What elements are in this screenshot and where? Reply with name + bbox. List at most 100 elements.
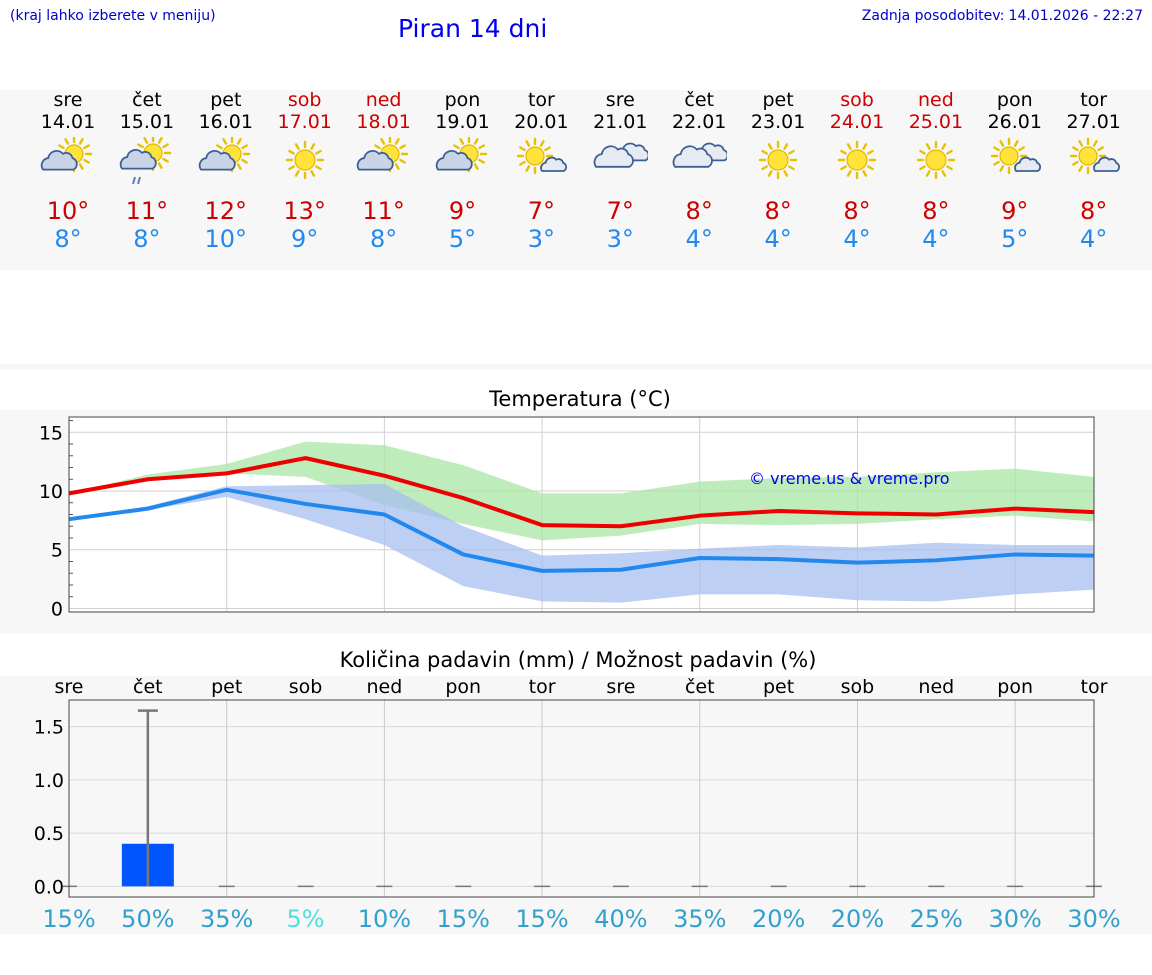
cloud-shape bbox=[540, 156, 568, 172]
sun-ray bbox=[309, 170, 315, 177]
sun-ray bbox=[999, 165, 1004, 172]
sun-ray bbox=[157, 137, 163, 144]
cloud-shape bbox=[672, 145, 714, 168]
day-date: 21.01 bbox=[593, 111, 648, 133]
sun-ray bbox=[867, 149, 874, 155]
temp-min: 8° bbox=[133, 225, 161, 253]
sun-ray bbox=[314, 165, 322, 171]
precip-probability: 15% bbox=[42, 905, 95, 933]
sun-disc bbox=[767, 149, 789, 171]
sun-ray bbox=[941, 170, 947, 177]
day-name: sob bbox=[840, 89, 874, 111]
sun-ray bbox=[999, 140, 1004, 147]
day-label: čet bbox=[133, 676, 163, 698]
day-date: 22.01 bbox=[671, 111, 727, 133]
min-range-band bbox=[69, 483, 1094, 603]
precip-probability: 10% bbox=[358, 905, 411, 933]
temp-min: 4° bbox=[1080, 225, 1108, 253]
temp-min: 8° bbox=[369, 225, 398, 253]
sun-ray bbox=[540, 140, 546, 147]
max-temp-line bbox=[68, 456, 1095, 529]
sun-ray bbox=[1071, 146, 1079, 152]
day-date: 14.01 bbox=[40, 111, 96, 133]
sun-ray bbox=[1077, 165, 1083, 172]
sun-cloud-icon bbox=[40, 137, 93, 173]
max-range-band bbox=[69, 441, 1094, 541]
sun-ray bbox=[761, 149, 769, 155]
plot-frame bbox=[68, 416, 1095, 613]
temp-min: 8° bbox=[54, 225, 82, 253]
sun-icon bbox=[758, 140, 798, 180]
day-name: pet bbox=[210, 89, 242, 111]
temp-min: 3° bbox=[606, 225, 634, 253]
sun-ray bbox=[458, 138, 464, 145]
temp-max: 8° bbox=[685, 197, 713, 225]
sun-ray bbox=[314, 149, 322, 155]
sun-ray bbox=[287, 165, 295, 171]
sun-ray bbox=[83, 158, 90, 164]
temp-min: 4° bbox=[764, 225, 792, 253]
y-tick-label: 10 bbox=[39, 481, 63, 503]
last-update: Zadnja posodobitev: 14.01.2026 - 22:27 bbox=[862, 8, 1143, 24]
min-temp-line bbox=[68, 487, 1095, 573]
sun-ray bbox=[941, 143, 947, 150]
sun-ray bbox=[78, 163, 84, 170]
temp-max: 11° bbox=[362, 197, 405, 225]
rain-drop bbox=[136, 176, 141, 185]
sun-ray bbox=[236, 138, 242, 145]
forecast-day: pet 16.01 12° 10° bbox=[186, 89, 266, 253]
day-date: 16.01 bbox=[198, 111, 253, 133]
rain-drop bbox=[131, 176, 136, 185]
temp-min: 4° bbox=[685, 225, 713, 253]
day-label: čet bbox=[685, 676, 715, 698]
precip-probability: 40% bbox=[594, 905, 647, 933]
day-name: pon bbox=[996, 89, 1033, 111]
temperature-chart-title: Temperatura (°C) bbox=[489, 387, 671, 411]
sun-ray bbox=[783, 143, 789, 150]
sun-ray bbox=[452, 144, 460, 150]
day-label: pet bbox=[763, 676, 794, 698]
cloud-shape bbox=[198, 150, 236, 171]
precip-probability: 35% bbox=[673, 905, 726, 933]
sun-ray bbox=[767, 143, 773, 150]
sun-disc bbox=[999, 146, 1019, 166]
day-label: sob bbox=[289, 676, 323, 698]
precip-probability: 15% bbox=[437, 905, 490, 933]
cloud-shape bbox=[435, 150, 473, 171]
sun-cloud-rain-icon bbox=[119, 137, 172, 185]
forecast-day: čet 22.01 8° 4° bbox=[659, 89, 739, 253]
sun-cloud-icon bbox=[356, 137, 408, 173]
sun-ray bbox=[846, 143, 852, 150]
sun-ray bbox=[992, 160, 1000, 166]
day-date: 25.01 bbox=[908, 111, 964, 133]
forecast-day: čet 15.01 11° 8° bbox=[107, 89, 187, 253]
sun-ray bbox=[136, 143, 144, 149]
sun-ray bbox=[767, 170, 773, 177]
day-name: ned bbox=[917, 89, 954, 111]
cloud-shape bbox=[593, 145, 635, 168]
sun-ray bbox=[788, 149, 795, 155]
day-date: 18.01 bbox=[356, 111, 411, 133]
sun-ray bbox=[525, 140, 531, 147]
sun-ray bbox=[78, 138, 84, 145]
sun-small-cloud-icon bbox=[990, 137, 1041, 175]
sun-ray bbox=[862, 170, 868, 177]
sun-ray bbox=[240, 158, 248, 164]
forecast-day: pet 23.01 8° 4° bbox=[738, 89, 818, 253]
sun-ray bbox=[398, 144, 406, 150]
sun-ray bbox=[945, 165, 953, 171]
sun-ray bbox=[294, 170, 300, 177]
day-name: sob bbox=[287, 89, 322, 111]
sun-ray bbox=[477, 144, 485, 150]
day-date: 17.01 bbox=[277, 111, 332, 133]
sun-ray bbox=[783, 170, 789, 177]
sun-ray bbox=[379, 138, 385, 145]
sun-cloud-icon bbox=[435, 137, 487, 173]
cloud-shape bbox=[40, 150, 78, 171]
sun-ray bbox=[222, 138, 227, 145]
temp-max: 8° bbox=[922, 197, 950, 225]
day-date: 20.01 bbox=[514, 111, 569, 133]
sun-ray bbox=[919, 149, 926, 155]
